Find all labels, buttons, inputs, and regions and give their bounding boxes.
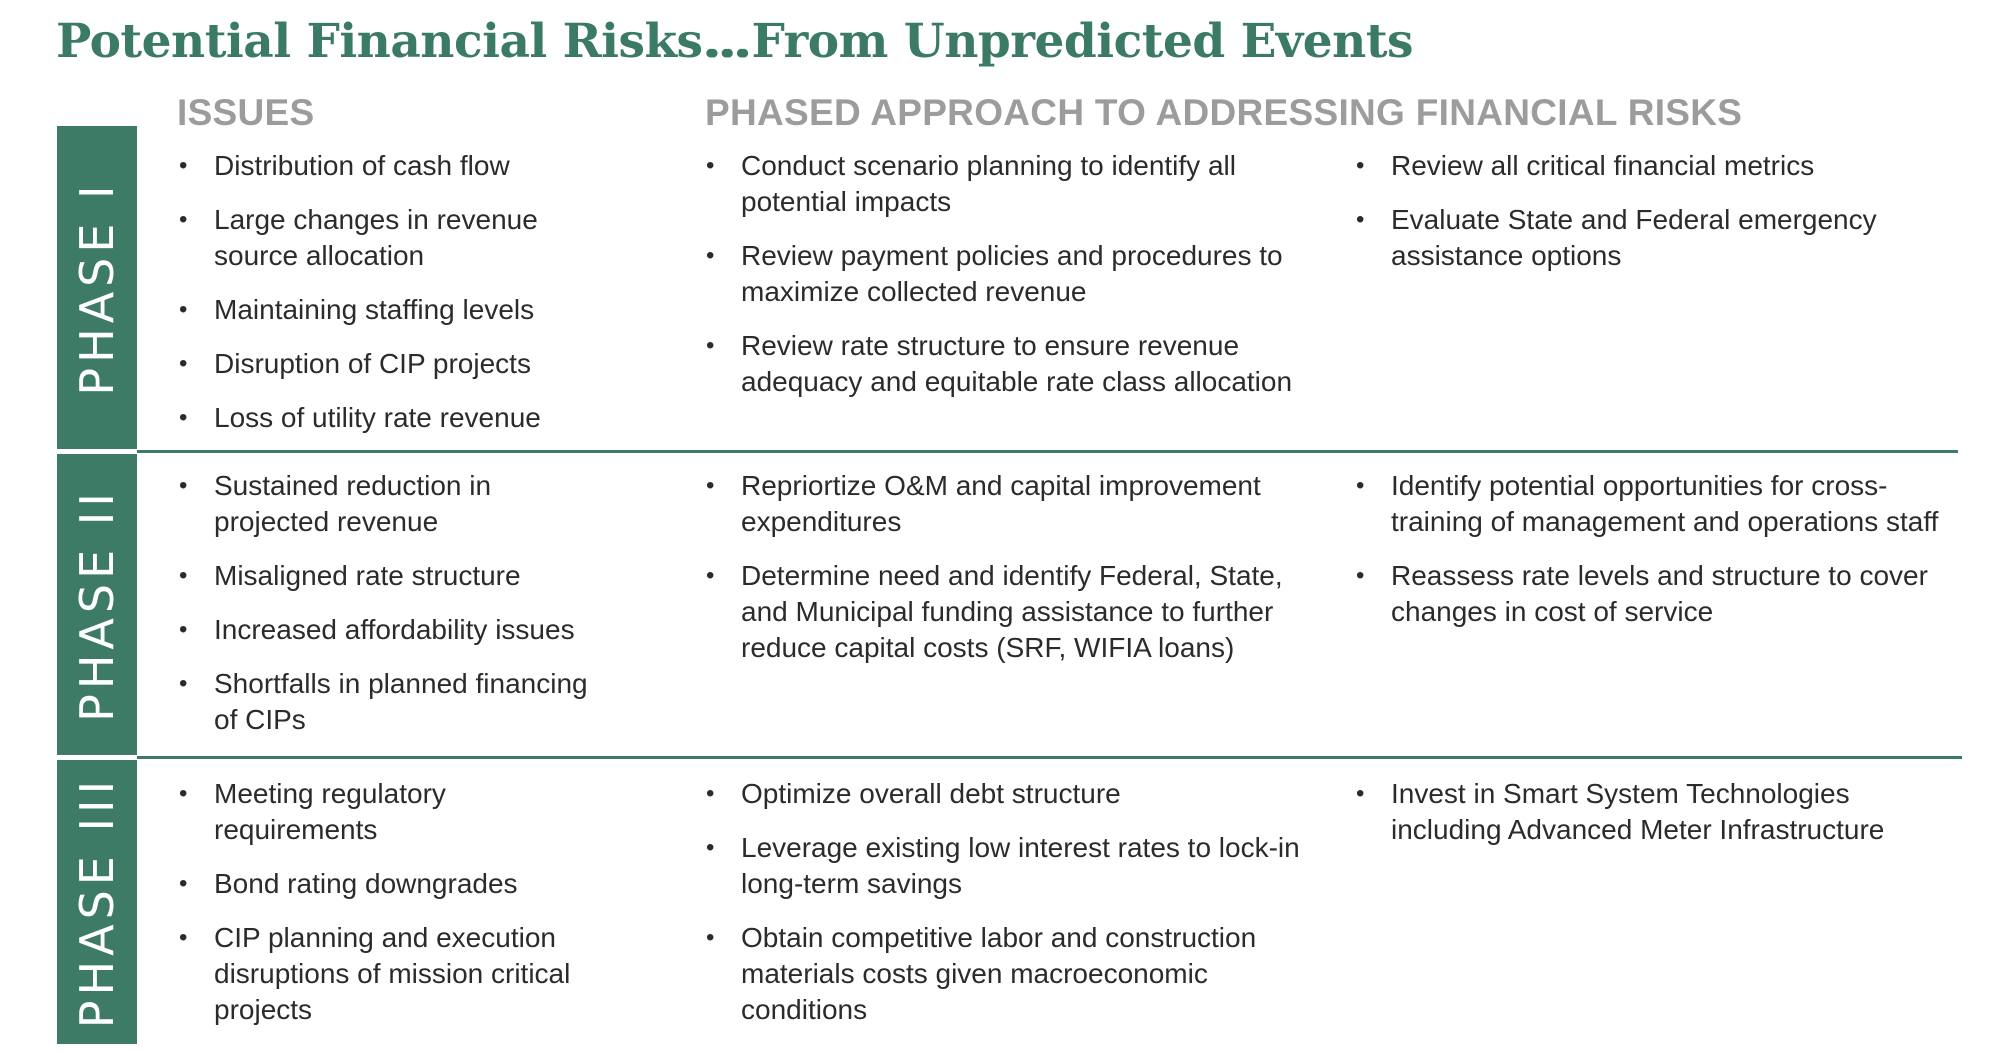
list-item: Leverage existing low interest rates to … <box>706 830 1326 902</box>
list-item: Maintaining staffing levels <box>179 292 609 328</box>
list-item: Misaligned rate structure <box>179 558 609 594</box>
phase-3-label: PHASE III <box>70 775 124 1029</box>
title-unpredicted-events: …From Unpredicted Events <box>705 14 1414 69</box>
title-potential-financial-risks: Potential Financial Risks… <box>56 14 750 69</box>
phase-3-issues-list: Meeting regulatory requirements Bond rat… <box>179 776 609 1046</box>
phase-2-issues-list: Sustained reduction in projected revenue… <box>179 468 609 756</box>
phase-1-approach-list-b: Review all critical financial metrics Ev… <box>1356 148 1936 292</box>
phase-2-label: PHASE II <box>70 487 124 722</box>
list-item: Obtain competitive labor and constructio… <box>706 920 1326 1028</box>
phase-3-tab: PHASE III <box>57 760 137 1044</box>
list-item: Reassess rate levels and structure to co… <box>1356 558 1956 630</box>
list-item: Increased affordability issues <box>179 612 609 648</box>
phase-2-approach-list-b: Identify potential opportunities for cro… <box>1356 468 1956 648</box>
list-item: Review payment policies and procedures t… <box>706 238 1326 310</box>
list-item: Bond rating downgrades <box>179 866 609 902</box>
header-phased-approach: PHASED APPROACH TO ADDRESSING FINANCIAL … <box>705 92 1743 133</box>
list-item: Invest in Smart System Technologies incl… <box>1356 776 1936 848</box>
list-item: Repriortize O&M and capital improvement … <box>706 468 1326 540</box>
list-item: Review all critical financial metrics <box>1356 148 1936 184</box>
list-item: Disruption of CIP projects <box>179 346 609 382</box>
phase-2-tab: PHASE II <box>57 454 137 755</box>
list-item: Distribution of cash flow <box>179 148 609 184</box>
phase-3-approach-list-b: Invest in Smart System Technologies incl… <box>1356 776 1936 866</box>
phase-divider <box>137 756 1962 759</box>
list-item: Meeting regulatory requirements <box>179 776 609 848</box>
list-item: Determine need and identify Federal, Sta… <box>706 558 1326 666</box>
phase-2-approach-list-a: Repriortize O&M and capital improvement … <box>706 468 1326 684</box>
phase-1-label: PHASE I <box>70 179 124 396</box>
list-item: Review rate structure to ensure revenue … <box>706 328 1326 400</box>
phase-1-approach-list-a: Conduct scenario planning to identify al… <box>706 148 1326 418</box>
list-item: Identify potential opportunities for cro… <box>1356 468 1956 540</box>
header-issues: ISSUES <box>177 92 315 133</box>
list-item: Evaluate State and Federal emergency ass… <box>1356 202 1936 274</box>
list-item: Sustained reduction in projected revenue <box>179 468 609 540</box>
list-item: Shortfalls in planned financing of CIPs <box>179 666 609 738</box>
list-item: Loss of utility rate revenue <box>179 400 609 436</box>
phase-1-tab: PHASE I <box>57 126 137 449</box>
list-item: Optimize overall debt structure <box>706 776 1326 812</box>
list-item: Conduct scenario planning to identify al… <box>706 148 1326 220</box>
phase-1-issues-list: Distribution of cash flow Large changes … <box>179 148 609 454</box>
phase-divider <box>137 450 1958 453</box>
phase-3-approach-list-a: Optimize overall debt structure Leverage… <box>706 776 1326 1046</box>
list-item: CIP planning and execution disruptions o… <box>179 920 609 1028</box>
list-item: Large changes in revenue source allocati… <box>179 202 609 274</box>
